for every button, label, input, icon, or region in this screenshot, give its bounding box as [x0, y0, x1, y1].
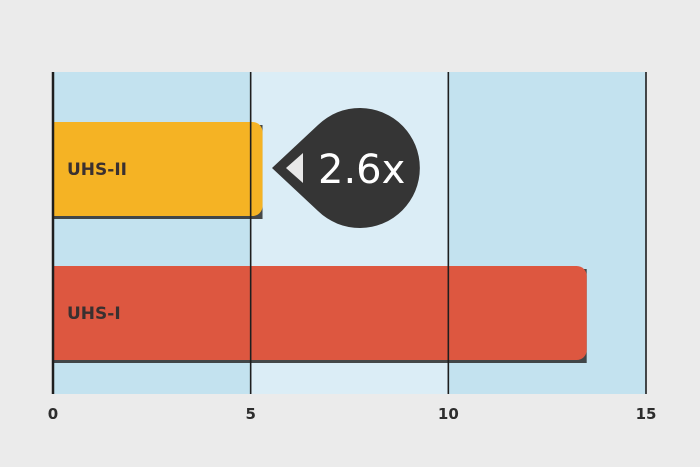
left-margin	[0, 72, 52, 394]
callout-bubble	[272, 108, 420, 228]
bars	[43, 122, 587, 363]
bar-label: UHS-II	[67, 160, 127, 180]
x-tick-label: 0	[48, 405, 58, 423]
ratio-callout: 2.6x	[272, 108, 420, 228]
x-tick-label: 5	[245, 405, 255, 423]
x-tick-label: 10	[438, 405, 459, 423]
x-tick-labels: 0 5 10 15	[48, 405, 657, 423]
bar-label: UHS-I	[67, 304, 121, 324]
ratio-label: 2.6x	[318, 147, 405, 193]
left-arrow-icon	[286, 153, 303, 183]
gridlines	[51, 72, 647, 394]
bar-labels: UHS-II UHS-I	[67, 160, 127, 324]
bar-uhs-i	[43, 266, 587, 360]
x-tick-label: 15	[636, 405, 657, 423]
bar-uhs-ii	[43, 122, 263, 216]
